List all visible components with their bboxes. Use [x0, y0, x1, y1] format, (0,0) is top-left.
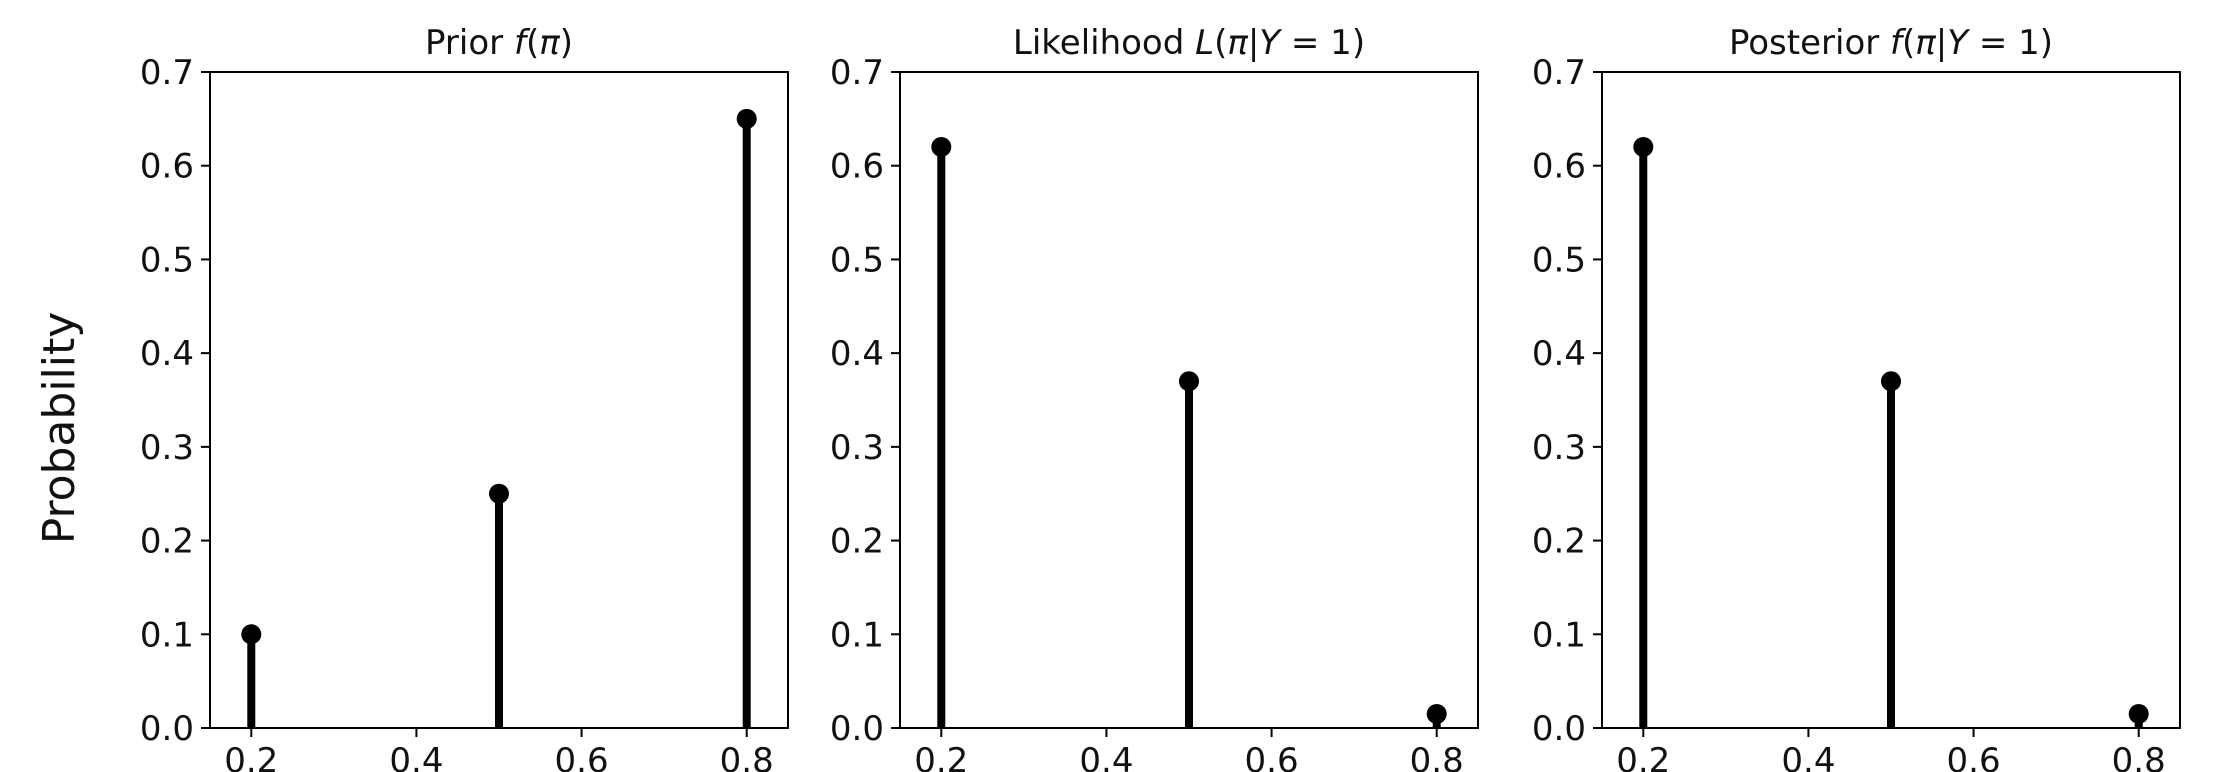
y-tick-label: 0.3: [1532, 428, 1586, 468]
x-tick-label: 0.4: [389, 741, 443, 772]
x-tick-label: 0.6: [1947, 741, 2001, 772]
y-tick-label: 0.2: [140, 522, 194, 562]
x-tick-label: 0.8: [2112, 741, 2166, 772]
y-tick-label: 0.5: [830, 240, 884, 280]
y-tick-label: 0.3: [830, 428, 884, 468]
y-tick-label: 0.0: [1532, 709, 1586, 749]
x-tick-label: 0.6: [555, 741, 609, 772]
y-tick-label: 0.4: [140, 334, 194, 374]
y-tick-label: 0.7: [1532, 53, 1586, 93]
x-tick-label: 0.8: [1410, 741, 1464, 772]
y-tick-label: 0.6: [1532, 147, 1586, 187]
x-tick-label: 0.4: [1079, 741, 1133, 772]
panel-title: Posterior f(π|Y = 1): [1729, 23, 2053, 63]
stem-marker: [489, 483, 509, 504]
x-tick-label: 0.2: [224, 741, 278, 772]
y-tick-label: 0.3: [140, 428, 194, 468]
y-tick-label: 0.7: [140, 53, 194, 93]
panel-title: Likelihood L(π|Y = 1): [1013, 23, 1365, 63]
panels: Prior f(π) 0.0 0.1 0.2 0.3 0.4 0.5 0.6 0.7 0.2 0.4…: [140, 23, 2181, 772]
stem-marker: [1179, 371, 1199, 392]
y-axis-label: Probability: [34, 312, 85, 545]
stem-marker: [241, 624, 262, 645]
y-tick-label: 0.5: [1532, 240, 1586, 280]
x-tick-label: 0.8: [720, 741, 774, 772]
y-tick-label: 0.1: [140, 615, 194, 655]
y-tick-label: 0.0: [830, 709, 884, 749]
y-tick-label: 0.4: [1532, 334, 1586, 374]
y-tick-label: 0.6: [140, 147, 194, 187]
x-tick-label: 0.2: [1616, 741, 1670, 772]
chart-panel-1: Prior f(π) 0.0 0.1 0.2 0.3 0.4 0.5 0.6 0.7 0.2 0.4…: [140, 23, 789, 772]
x-tick-label: 0.4: [1781, 741, 1835, 772]
stem-marker: [1881, 371, 1901, 392]
stem-marker: [736, 108, 757, 129]
chart-panel-3: Posterior f(π|Y = 1) 0.0 0.1 0.2 0.3 0.4 0.5 0.…: [1532, 23, 2181, 772]
y-tick-label: 0.0: [140, 709, 194, 749]
y-tick-label: 0.6: [830, 147, 884, 187]
y-tick-label: 0.4: [830, 334, 884, 374]
panel-title: Prior f(π): [425, 23, 573, 63]
stem-marker: [2128, 703, 2149, 724]
y-tick-label: 0.2: [1532, 522, 1586, 562]
x-tick-label: 0.6: [1245, 741, 1299, 772]
y-tick-label: 0.1: [1532, 615, 1586, 655]
stem-marker: [1426, 703, 1447, 724]
y-tick-label: 0.1: [830, 615, 884, 655]
chart-panel-2: Likelihood L(π|Y = 1) 0.0 0.1 0.2 0.3 0.4 0.5 0…: [830, 23, 1479, 772]
stem-marker: [931, 136, 952, 157]
stem-marker: [1633, 136, 1654, 157]
y-tick-label: 0.7: [830, 53, 884, 93]
x-tick-label: 0.2: [914, 741, 968, 772]
y-tick-label: 0.5: [140, 240, 194, 280]
y-tick-label: 0.2: [830, 522, 884, 562]
